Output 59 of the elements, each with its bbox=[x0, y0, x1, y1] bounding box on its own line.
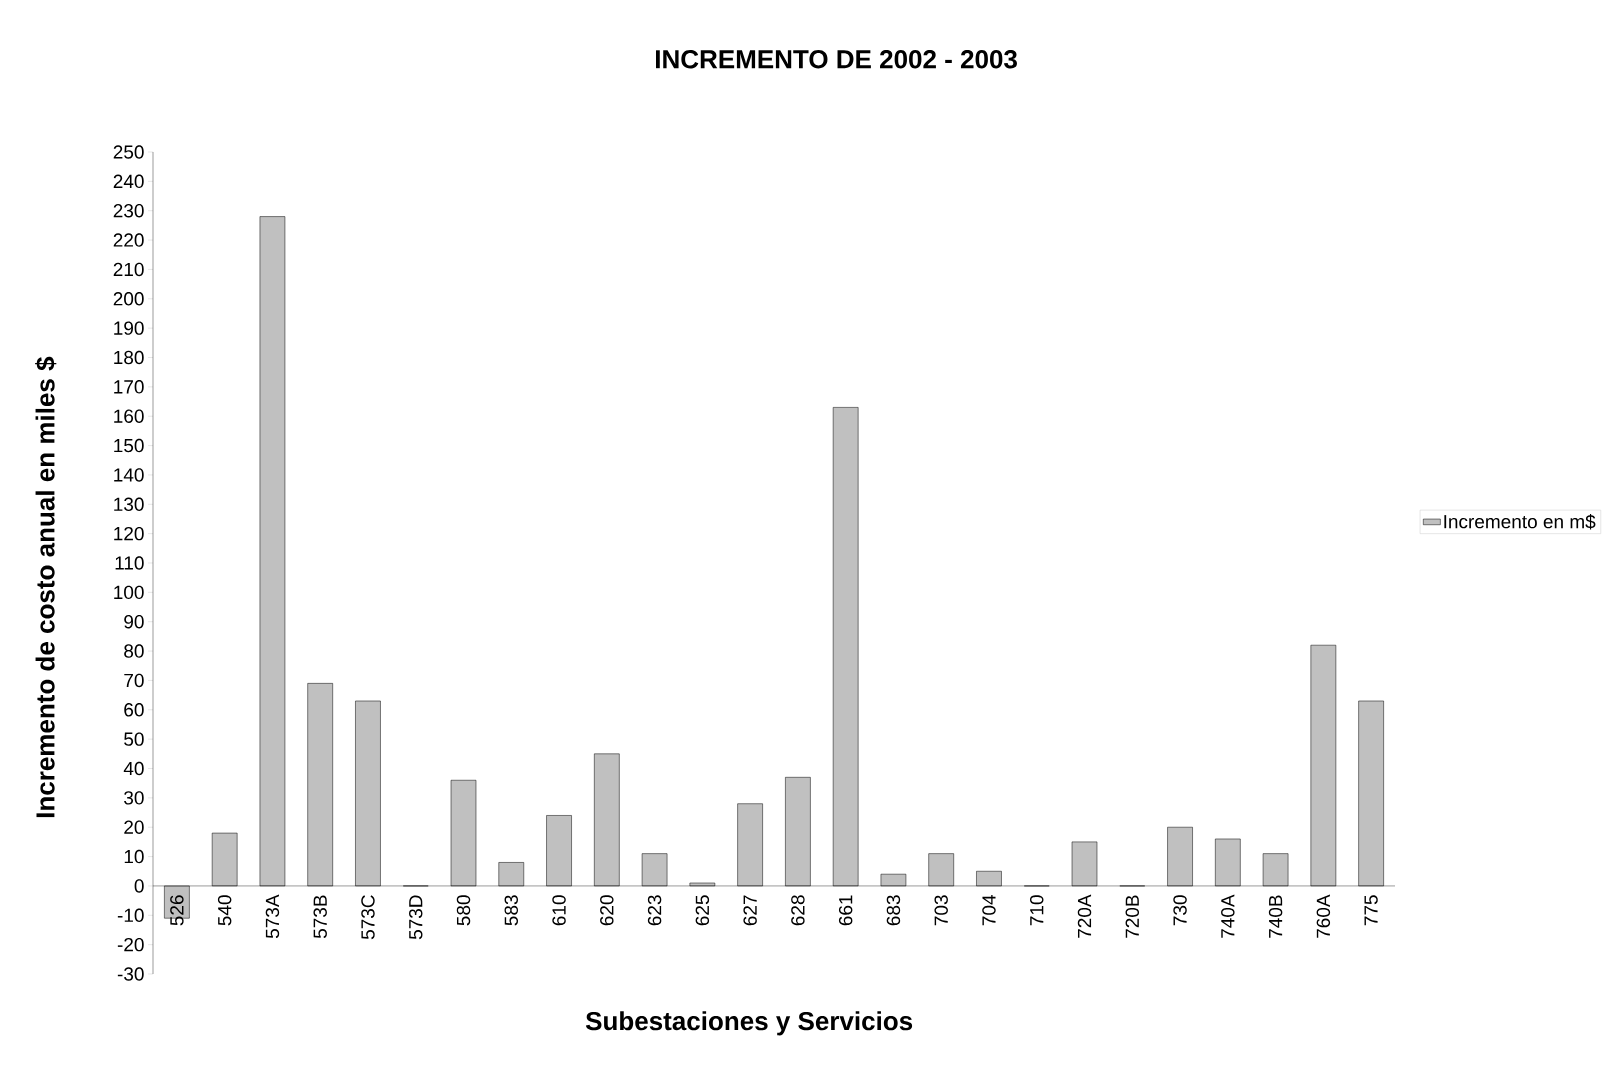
y-tick-label: 250 bbox=[113, 145, 144, 159]
chart-title: INCREMENTO DE 2002 - 2003 bbox=[656, 50, 1017, 69]
y-tick-label: 50 bbox=[124, 732, 144, 746]
y-axis-title: Incremento de costo anual en miles $ bbox=[35, 356, 57, 818]
y-tick-label: -30 bbox=[117, 967, 144, 981]
x-tick-label: 775 bbox=[1364, 895, 1378, 926]
y-tick-label: 20 bbox=[124, 820, 144, 834]
x-tick-label: 628 bbox=[791, 895, 805, 926]
y-tick-label: 110 bbox=[115, 556, 144, 570]
x-tick-label: 540 bbox=[217, 895, 232, 926]
x-tick-label: 661 bbox=[838, 895, 853, 926]
x-tick-label: 526 bbox=[170, 895, 184, 926]
x-tick-label: 720B bbox=[1125, 895, 1140, 938]
y-tick-label: 90 bbox=[124, 614, 144, 629]
x-tick-label: 730 bbox=[1173, 895, 1187, 926]
y-tick-label: 140 bbox=[114, 468, 144, 482]
y-tick-label: 10 bbox=[124, 849, 144, 864]
y-tick-label: 70 bbox=[124, 673, 144, 688]
legend-label: Incremento en m$ bbox=[1444, 514, 1596, 530]
x-tick-label: 720A bbox=[1077, 894, 1092, 938]
y-tick-label: 240 bbox=[113, 174, 144, 189]
y-tick-label: 220 bbox=[113, 233, 144, 247]
x-tick-label: 627 bbox=[743, 895, 757, 926]
x-tick-label: 573D bbox=[409, 895, 423, 940]
y-tick-label: 230 bbox=[113, 203, 144, 218]
y-tick-label: -20 bbox=[117, 937, 144, 952]
x-tick-label: 573A bbox=[265, 894, 280, 939]
x-axis-title: Subestaciones y Servicios bbox=[585, 1011, 913, 1036]
x-tick-label: 610 bbox=[552, 895, 566, 926]
x-tick-label: 760A bbox=[1316, 894, 1331, 938]
x-tick-label: 683 bbox=[886, 895, 901, 926]
y-tick-label: 80 bbox=[124, 644, 144, 658]
y-tick-label: 100 bbox=[114, 585, 144, 600]
y-tick-label: 150 bbox=[114, 438, 144, 453]
y-tick-label: 160 bbox=[114, 409, 144, 423]
x-tick-label: 740B bbox=[1268, 895, 1283, 938]
y-tick-label: 0 bbox=[134, 879, 144, 893]
y-tick-label: 170 bbox=[114, 380, 144, 394]
x-tick-label: 625 bbox=[695, 895, 710, 926]
y-tick-label: 130 bbox=[114, 497, 144, 512]
x-tick-label: 703 bbox=[934, 895, 948, 926]
y-tick-label: 120 bbox=[114, 526, 144, 541]
x-tick-label: 623 bbox=[647, 895, 662, 926]
y-tick-label: 210 bbox=[113, 262, 144, 277]
x-tick-label: 573B bbox=[313, 895, 327, 939]
x-tick-label: 583 bbox=[504, 895, 518, 926]
y-tick-label: 60 bbox=[124, 703, 144, 717]
y-tick-label: 180 bbox=[114, 350, 144, 365]
y-tick-label: -10 bbox=[117, 908, 144, 923]
y-tick-label: 190 bbox=[114, 321, 144, 335]
y-tick-label: 200 bbox=[113, 292, 144, 306]
x-tick-label: 710 bbox=[1030, 895, 1044, 926]
x-tick-label: 704 bbox=[982, 895, 996, 926]
x-tick-label: 620 bbox=[600, 895, 614, 926]
y-tick-label: 40 bbox=[123, 761, 144, 776]
x-tick-label: 740A bbox=[1221, 894, 1235, 938]
x-tick-label: 573C bbox=[361, 895, 375, 940]
y-tick-label: 30 bbox=[124, 791, 144, 805]
x-tick-label: 580 bbox=[456, 895, 471, 926]
